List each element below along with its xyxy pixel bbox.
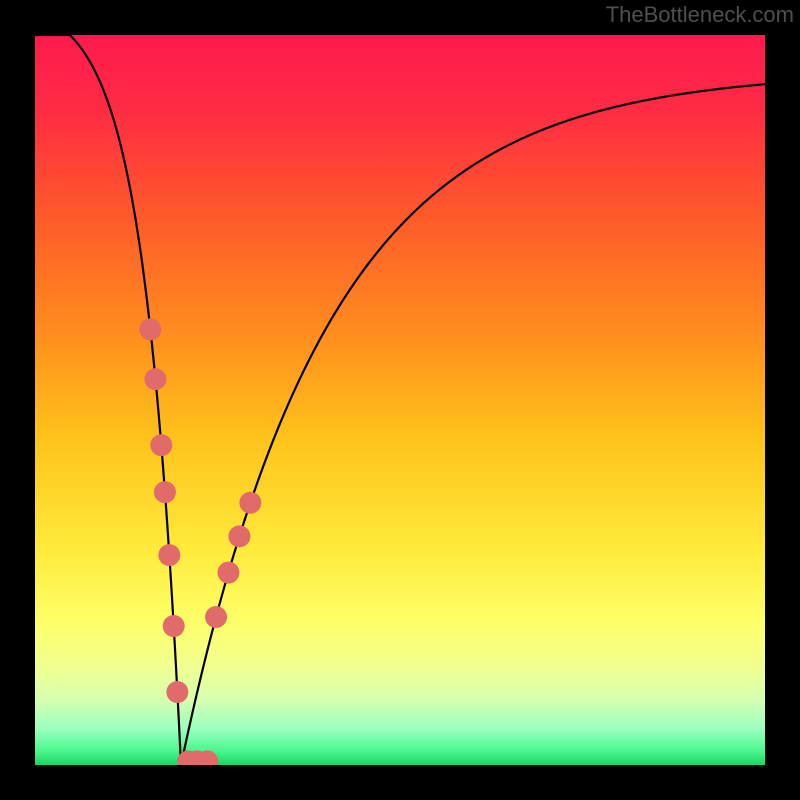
- marker-dot: [163, 615, 185, 637]
- chart-container: TheBottleneck.com: [0, 0, 800, 800]
- plot-area: [35, 35, 765, 765]
- marker-dot: [139, 318, 161, 340]
- marker-dot: [166, 681, 188, 703]
- marker-dot: [228, 525, 250, 547]
- watermark-text: TheBottleneck.com: [606, 2, 794, 28]
- marker-dot: [217, 562, 239, 584]
- marker-dot: [239, 492, 261, 514]
- marker-dot: [158, 544, 180, 566]
- marker-dot: [144, 368, 166, 390]
- marker-dot: [150, 434, 172, 456]
- gradient-background: [35, 35, 765, 765]
- marker-dot: [154, 481, 176, 503]
- marker-dot: [205, 606, 227, 628]
